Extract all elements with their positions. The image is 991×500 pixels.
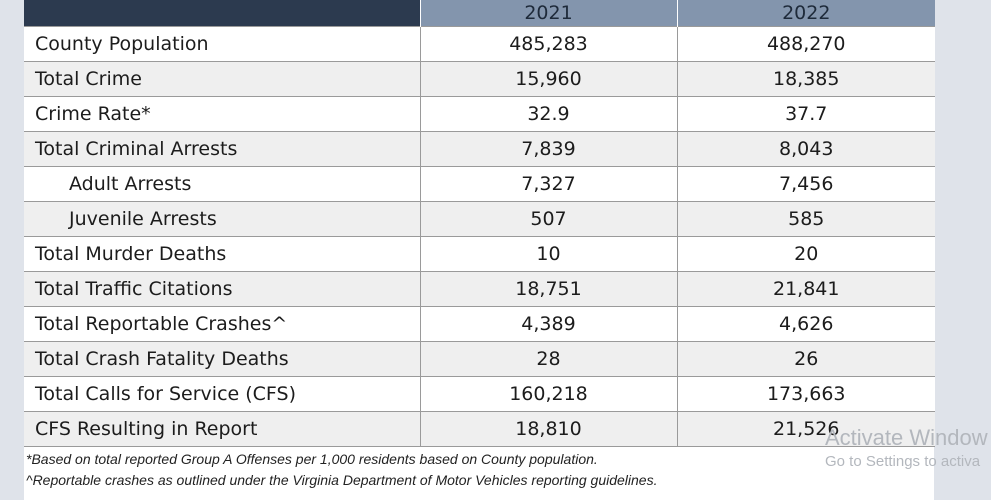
row-label: Juvenile Arrests: [24, 201, 420, 237]
value-2022: 4,626: [676, 306, 935, 342]
row-label: Crime Rate*: [24, 96, 420, 132]
value-2022: 26: [676, 341, 935, 377]
table-row: Adult Arrests 7,327 7,456: [24, 166, 935, 202]
value-2021: 4,389: [419, 306, 677, 342]
row-label: Total Calls for Service (CFS): [24, 376, 420, 412]
row-label: County Population: [24, 26, 420, 62]
row-label: Total Crash Fatality Deaths: [24, 341, 420, 377]
table-row: Total Calls for Service (CFS) 160,218 173,…: [24, 376, 935, 412]
value-2021: 18,751: [419, 271, 677, 307]
table-header-row: 2021 2022: [24, 0, 935, 27]
value-2021: 7,839: [419, 131, 677, 167]
header-year-2022: 2022: [676, 0, 935, 27]
table-row: Total Criminal Arrests 7,839 8,043: [24, 131, 935, 167]
table-row: Total Reportable Crashes^ 4,389 4,626: [24, 306, 935, 342]
value-2022: 21,841: [676, 271, 935, 307]
value-2022: 37.7: [676, 96, 935, 132]
value-2021: 32.9: [419, 96, 677, 132]
footnotes: *Based on total reported Group A Offense…: [24, 449, 824, 491]
value-2022: 488,270: [676, 26, 935, 62]
row-label: Adult Arrests: [24, 166, 420, 202]
table-row: Total Crime 15,960 18,385: [24, 61, 935, 97]
value-2021: 18,810: [419, 411, 677, 447]
table-row: County Population 485,283 488,270: [24, 26, 935, 62]
value-2022: 8,043: [676, 131, 935, 167]
value-2021: 10: [419, 236, 677, 272]
table-row: Crime Rate* 32.9 37.7: [24, 96, 935, 132]
row-label: Total Reportable Crashes^: [24, 306, 420, 342]
crime-statistics-table: 2021 2022 County Population 485,283 488,27…: [24, 0, 935, 447]
row-label: Total Murder Deaths: [24, 236, 420, 272]
header-year-2021: 2021: [419, 0, 677, 27]
row-label: Total Criminal Arrests: [24, 131, 420, 167]
value-2022: 173,663: [676, 376, 935, 412]
value-2022: 21,526: [676, 411, 935, 447]
value-2022: 20: [676, 236, 935, 272]
value-2022: 585: [676, 201, 935, 237]
table-row: Juvenile Arrests 507 585: [24, 201, 935, 237]
table-row: Total Traffic Citations 18,751 21,841: [24, 271, 935, 307]
row-label: CFS Resulting in Report: [24, 411, 420, 447]
value-2021: 7,327: [419, 166, 677, 202]
footnote-reportable-crashes: ^Reportable crashes as outlined under th…: [26, 472, 658, 488]
footnote-crime-rate: *Based on total reported Group A Offense…: [26, 451, 598, 467]
value-2021: 507: [419, 201, 677, 237]
table-row: Total Murder Deaths 10 20: [24, 236, 935, 272]
header-corner-cell: [24, 0, 420, 27]
value-2021: 28: [419, 341, 677, 377]
row-label: Total Crime: [24, 61, 420, 97]
value-2022: 7,456: [676, 166, 935, 202]
value-2021: 485,283: [419, 26, 677, 62]
value-2022: 18,385: [676, 61, 935, 97]
row-label: Total Traffic Citations: [24, 271, 420, 307]
value-2021: 15,960: [419, 61, 677, 97]
table-body: County Population 485,283 488,270 Total Cri…: [24, 26, 935, 447]
table-row: Total Crash Fatality Deaths 28 26: [24, 341, 935, 377]
value-2021: 160,218: [419, 376, 677, 412]
table-row: CFS Resulting in Report 18,810 21,526: [24, 411, 935, 447]
